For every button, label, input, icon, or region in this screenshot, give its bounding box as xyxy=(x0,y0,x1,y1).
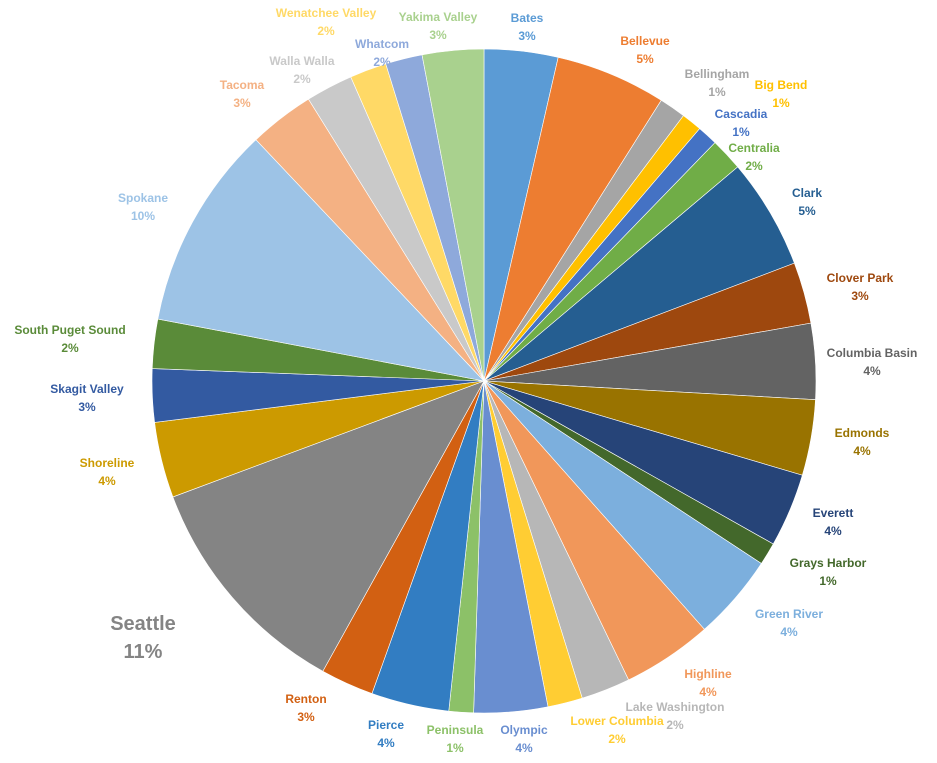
data-label-percent: 2% xyxy=(317,24,335,38)
data-label: Whatcom 2% xyxy=(355,37,409,69)
data-label-percent: 1% xyxy=(446,741,464,755)
data-label: Edmonds 4% xyxy=(835,426,890,458)
data-label-percent: 3% xyxy=(851,289,869,303)
data-label-percent: 3% xyxy=(429,28,447,42)
data-label-name: Bates xyxy=(511,11,544,25)
data-label: Yakima Valley 3% xyxy=(399,10,478,42)
data-label-name: Spokane xyxy=(118,191,168,205)
pie-slice xyxy=(172,380,485,672)
data-label-name: Renton xyxy=(285,692,326,706)
data-label: Everett 4% xyxy=(813,506,854,538)
data-label-name: Edmonds xyxy=(835,426,890,440)
data-label: South Puget Sound 2% xyxy=(14,323,125,355)
data-label: Shoreline 4% xyxy=(80,456,135,488)
data-label-percent: 3% xyxy=(233,96,251,110)
data-label-name: Whatcom xyxy=(355,37,409,51)
data-label-name: Wenatchee Valley xyxy=(276,6,377,20)
data-label: Walla Walla 2% xyxy=(269,54,334,86)
data-label-percent: 2% xyxy=(373,55,391,69)
data-label-percent: 3% xyxy=(78,400,96,414)
data-label-percent: 2% xyxy=(293,72,311,86)
data-label-name: South Puget Sound xyxy=(14,323,125,337)
data-label-name: Lower Columbia xyxy=(570,714,664,728)
data-label-name: Bellevue xyxy=(620,34,670,48)
labels-layer: Bates 3% Bellevue 5%Bellingham 1% Big Bend 1%C… xyxy=(14,6,917,755)
data-label: Grays Harbor 1% xyxy=(790,556,867,588)
data-label-name: Shoreline xyxy=(80,456,135,470)
data-label: Cascadia 1% xyxy=(715,107,768,139)
data-label-name: Seattle xyxy=(110,613,176,635)
data-label: Bellingham 1% xyxy=(685,67,750,99)
data-label-name: Lake Washington xyxy=(626,700,725,714)
data-label-percent: 1% xyxy=(772,96,790,110)
data-label-name: Cascadia xyxy=(715,107,768,121)
data-label-percent: 2% xyxy=(608,732,626,746)
data-label: Clover Park 3% xyxy=(827,271,894,303)
slices-layer xyxy=(151,48,817,714)
data-label-name: Yakima Valley xyxy=(399,10,478,24)
data-label: Spokane 10% xyxy=(118,191,168,223)
data-label-name: Everett xyxy=(813,506,854,520)
data-label: Tacoma 3% xyxy=(220,78,265,110)
data-label-percent: 3% xyxy=(518,29,536,43)
data-label-name: Pierce xyxy=(368,718,404,732)
data-label: Wenatchee Valley 2% xyxy=(276,6,377,38)
pie-slice xyxy=(157,139,485,382)
data-label: Highline 4% xyxy=(684,667,732,699)
data-label-percent: 4% xyxy=(853,444,871,458)
data-label-percent: 10% xyxy=(131,209,155,223)
data-label-percent: 3% xyxy=(297,710,315,724)
data-label-percent: 4% xyxy=(98,474,116,488)
data-label-percent: 4% xyxy=(824,524,842,538)
data-label-percent: 5% xyxy=(798,204,816,218)
data-label: Olympic 4% xyxy=(500,723,548,755)
data-label-percent: 11% xyxy=(124,641,163,663)
data-label-name: Clover Park xyxy=(827,271,894,285)
data-label-name: Walla Walla xyxy=(269,54,334,68)
data-label: Columbia Basin 4% xyxy=(827,346,918,378)
data-label-name: Olympic xyxy=(500,723,548,737)
data-label: Bates 3% xyxy=(511,11,544,43)
data-label: Centralia 2% xyxy=(728,141,780,173)
data-label: Clark 5% xyxy=(792,186,822,218)
data-label: Pierce 4% xyxy=(368,718,404,750)
data-label-name: Centralia xyxy=(728,141,780,155)
data-label-percent: 1% xyxy=(732,125,750,139)
data-label-name: Peninsula xyxy=(427,723,484,737)
data-label-percent: 4% xyxy=(377,736,395,750)
data-label-percent: 4% xyxy=(515,741,533,755)
data-label-percent: 4% xyxy=(863,364,881,378)
data-label-percent: 1% xyxy=(819,574,837,588)
data-label-percent: 5% xyxy=(636,52,654,66)
data-label-name: Highline xyxy=(684,667,732,681)
data-label-name: Green River xyxy=(755,607,823,621)
data-label-name: Grays Harbor xyxy=(790,556,867,570)
data-label: Seattle 11% xyxy=(110,613,176,663)
data-label-percent: 2% xyxy=(666,718,684,732)
data-label: Lake Washington 2% xyxy=(626,700,725,732)
pie-slice xyxy=(421,48,485,382)
data-label-name: Bellingham xyxy=(685,67,750,81)
data-label: Green River 4% xyxy=(755,607,823,639)
data-label-percent: 4% xyxy=(699,685,717,699)
data-label: Skagit Valley 3% xyxy=(50,382,124,414)
data-label: Lower Columbia 2% xyxy=(570,714,664,746)
data-label-name: Columbia Basin xyxy=(827,346,918,360)
data-label-percent: 2% xyxy=(745,159,763,173)
data-label-name: Clark xyxy=(792,186,822,200)
data-label: Bellevue 5% xyxy=(620,34,670,66)
data-label-percent: 4% xyxy=(780,625,798,639)
data-label: Renton 3% xyxy=(285,692,326,724)
data-label-name: Skagit Valley xyxy=(50,382,124,396)
data-label-name: Big Bend xyxy=(755,78,808,92)
data-label-percent: 1% xyxy=(708,85,726,99)
data-label-name: Tacoma xyxy=(220,78,265,92)
data-label: Big Bend 1% xyxy=(755,78,808,110)
data-label: Peninsula 1% xyxy=(427,723,484,755)
data-label-percent: 2% xyxy=(61,341,79,355)
